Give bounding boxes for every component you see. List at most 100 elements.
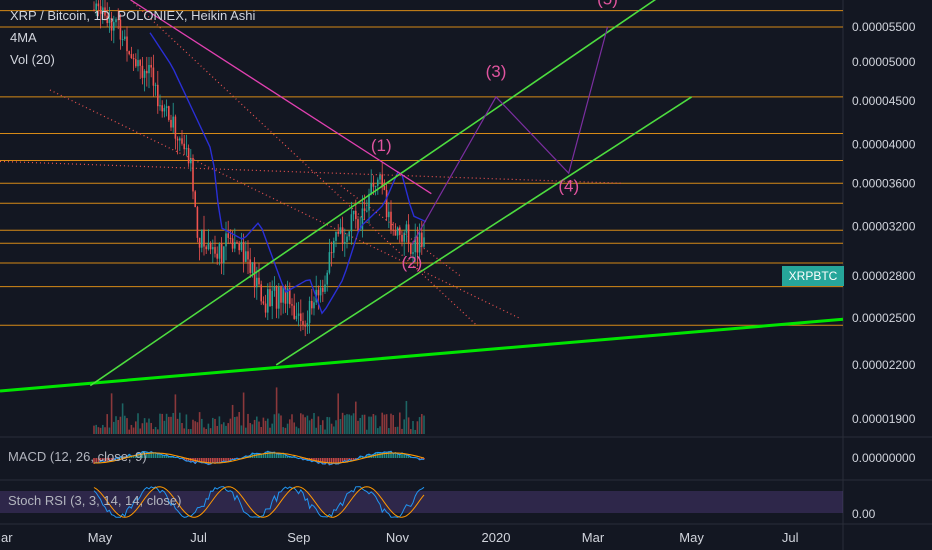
candle-body bbox=[212, 247, 214, 250]
time-axis-tick-label: May bbox=[88, 530, 113, 545]
volume-bar bbox=[198, 412, 201, 434]
candle-body bbox=[405, 224, 408, 233]
candle-body bbox=[117, 19, 119, 21]
volume-bar bbox=[262, 417, 265, 434]
candle-body bbox=[346, 236, 348, 243]
volume-bar bbox=[275, 387, 278, 434]
macd-histogram-bar bbox=[423, 458, 425, 460]
macd-label[interactable]: MACD (12, 26, close, 9) bbox=[8, 449, 147, 464]
volume-bar bbox=[330, 423, 333, 434]
volume-bar bbox=[423, 415, 425, 434]
macd-histogram-bar bbox=[214, 458, 216, 464]
price-axis-tick-label: 0.00001900 bbox=[852, 412, 916, 426]
volume-bar bbox=[185, 414, 188, 434]
macd-histogram-bar bbox=[352, 458, 355, 461]
candle-body bbox=[95, 3, 97, 10]
macd-histogram-bar bbox=[198, 458, 201, 463]
candle-body bbox=[284, 287, 287, 304]
candle-body bbox=[247, 251, 249, 260]
candle-body bbox=[335, 231, 337, 241]
volume-bar bbox=[297, 428, 300, 434]
candle-body bbox=[317, 289, 320, 296]
volume-bar bbox=[234, 416, 236, 434]
candle-body bbox=[407, 224, 410, 244]
candle-body bbox=[286, 288, 289, 304]
volume-bar bbox=[372, 413, 375, 434]
volume-bar bbox=[176, 418, 179, 434]
volume-bar bbox=[150, 422, 152, 434]
time-axis-tick-label: Jul bbox=[782, 530, 799, 545]
price-axis-tick-label: 0.00003200 bbox=[852, 220, 916, 234]
macd-pane bbox=[93, 450, 425, 466]
volume-bar bbox=[238, 412, 240, 434]
volume-bar bbox=[383, 414, 386, 434]
volume-bar bbox=[317, 416, 320, 434]
candle-body bbox=[418, 232, 421, 253]
macd-histogram-bar bbox=[132, 455, 135, 458]
macd-histogram-bar bbox=[337, 458, 339, 465]
volume-bar bbox=[256, 416, 258, 434]
macd-histogram-bar bbox=[260, 453, 262, 458]
volume-legend[interactable]: Vol (20) bbox=[10, 52, 55, 67]
volume-bar bbox=[165, 413, 168, 434]
volume-bar bbox=[121, 403, 124, 434]
volume-bar bbox=[216, 425, 218, 434]
candle-body bbox=[308, 300, 311, 323]
candle-body bbox=[275, 286, 278, 309]
volume-bar bbox=[207, 423, 210, 434]
volume-bar bbox=[337, 393, 339, 434]
volume-bar bbox=[223, 422, 225, 434]
volume-bar bbox=[139, 428, 141, 434]
candle-body bbox=[326, 272, 328, 285]
volume-bar bbox=[280, 415, 282, 434]
candle-body bbox=[231, 238, 234, 249]
volume-bar bbox=[196, 422, 199, 434]
macd-histogram-bar bbox=[313, 458, 315, 462]
volume-bar bbox=[328, 417, 331, 434]
volume-bar bbox=[390, 413, 392, 434]
candle-body bbox=[304, 324, 306, 327]
macd-histogram-bar bbox=[273, 451, 276, 458]
elliott-wave-label: (3) bbox=[486, 62, 507, 81]
candle-body bbox=[390, 211, 392, 230]
volume-bar bbox=[143, 418, 146, 434]
macd-histogram-bar bbox=[319, 458, 322, 463]
volume-bar bbox=[333, 426, 335, 434]
volume-bar bbox=[264, 420, 267, 434]
candle-body bbox=[291, 304, 293, 306]
volume-bar bbox=[361, 414, 364, 434]
ma-legend[interactable]: 4MA bbox=[10, 30, 37, 45]
candle-body bbox=[392, 229, 394, 231]
volume-bar bbox=[220, 424, 223, 434]
candle-body bbox=[363, 208, 366, 211]
volume-bar bbox=[271, 423, 273, 434]
candle-body bbox=[377, 179, 379, 186]
macd-axis-label: 0.00000000 bbox=[852, 451, 916, 465]
macd-histogram-bar bbox=[154, 452, 157, 458]
macd-histogram-bar bbox=[339, 458, 342, 464]
candle-body bbox=[240, 241, 243, 251]
volume-bar bbox=[209, 428, 212, 434]
volume-bar bbox=[315, 427, 317, 434]
volume-bar bbox=[306, 415, 309, 434]
stoch-rsi-band bbox=[0, 491, 843, 513]
macd-histogram-bar bbox=[216, 458, 218, 463]
candle-body bbox=[227, 233, 229, 238]
macd-histogram-bar bbox=[278, 453, 280, 458]
candle-body bbox=[242, 241, 245, 262]
candle-body bbox=[130, 54, 133, 59]
volume-bar bbox=[311, 418, 313, 434]
volume-bar bbox=[225, 425, 227, 434]
volume-bar bbox=[401, 428, 403, 434]
candle-body bbox=[157, 84, 159, 107]
macd-histogram-bar bbox=[212, 458, 214, 464]
candle-body bbox=[220, 243, 223, 264]
stoch-rsi-label[interactable]: Stoch RSI (3, 3, 14, 14, close) bbox=[8, 493, 182, 508]
candle-body bbox=[196, 207, 199, 238]
candle-body bbox=[295, 315, 298, 319]
volume-bar bbox=[339, 419, 342, 434]
price-axis-tick-label: 0.00004000 bbox=[852, 137, 916, 151]
moving-average-line bbox=[149, 32, 427, 315]
candle-body bbox=[209, 242, 212, 250]
